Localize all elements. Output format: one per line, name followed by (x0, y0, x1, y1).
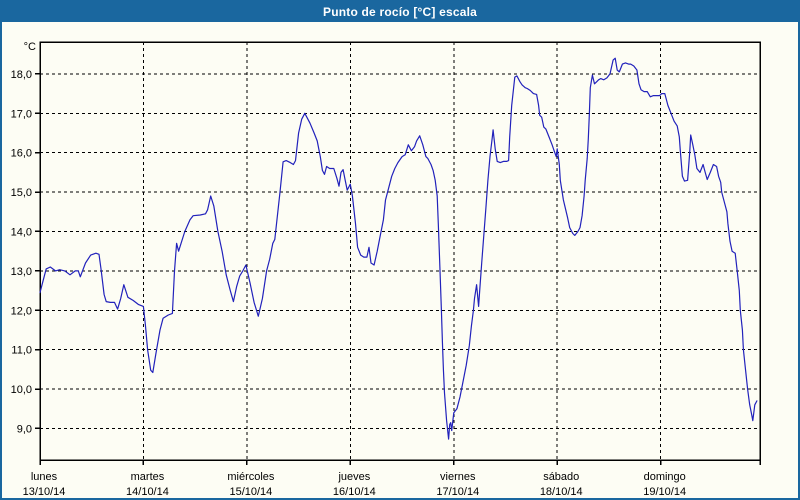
axis-ticks (35, 73, 761, 465)
x-day-label: miércoles (227, 471, 275, 483)
y-tick-label: 15,0 (11, 187, 32, 199)
y-tick-label: 14,0 (11, 226, 32, 238)
chart-background (2, 22, 798, 498)
dewpoint-chart: 18,0 17,0 16,0 15,0 14,0 13,0 12,0 11,0 10,0 9,0 °… (2, 22, 798, 498)
chart-area: 18,0 17,0 16,0 15,0 14,0 13,0 12,0 11,0 10,0 9,0 °… (2, 22, 798, 498)
x-date-label: 16/10/14 (333, 486, 376, 498)
x-day-label: sábado (543, 471, 579, 483)
x-date-label: 19/10/14 (643, 486, 686, 498)
y-tick-label: 16,0 (11, 148, 32, 160)
y-tick-label: 9,0 (17, 423, 32, 435)
x-day-label: viernes (440, 471, 476, 483)
x-day-label: martes (131, 471, 165, 483)
x-date-label: 15/10/14 (229, 486, 272, 498)
x-day-label: domingo (644, 471, 686, 483)
dewpoint-series-line (39, 57, 758, 440)
y-tick-label: 18,0 (11, 69, 32, 81)
y-tick-label: 11,0 (11, 345, 32, 357)
window-title: Punto de rocío [°C] escala (322, 5, 478, 19)
x-axis-labels: lunes 13/10/14 martes 14/10/14 miércoles 15/1… (23, 471, 687, 498)
x-day-label: jueves (337, 471, 370, 483)
x-date-label: 13/10/14 (23, 486, 66, 498)
plot-border (39, 41, 761, 461)
y-tick-label: 10,0 (11, 384, 32, 396)
y-axis-labels: 18,0 17,0 16,0 15,0 14,0 13,0 12,0 11,0 10,0 9,0 (11, 69, 32, 436)
window-titlebar: Punto de rocío [°C] escala (2, 2, 798, 22)
x-day-label: lunes (31, 471, 58, 483)
x-date-label: 18/10/14 (540, 486, 583, 498)
y-tick-label: 12,0 (11, 305, 32, 317)
y-axis-unit-label: °C (24, 41, 36, 53)
x-date-label: 17/10/14 (436, 486, 479, 498)
x-date-label: 14/10/14 (126, 486, 169, 498)
y-tick-label: 13,0 (11, 266, 32, 278)
y-tick-label: 17,0 (11, 108, 32, 120)
gridlines (40, 42, 760, 460)
